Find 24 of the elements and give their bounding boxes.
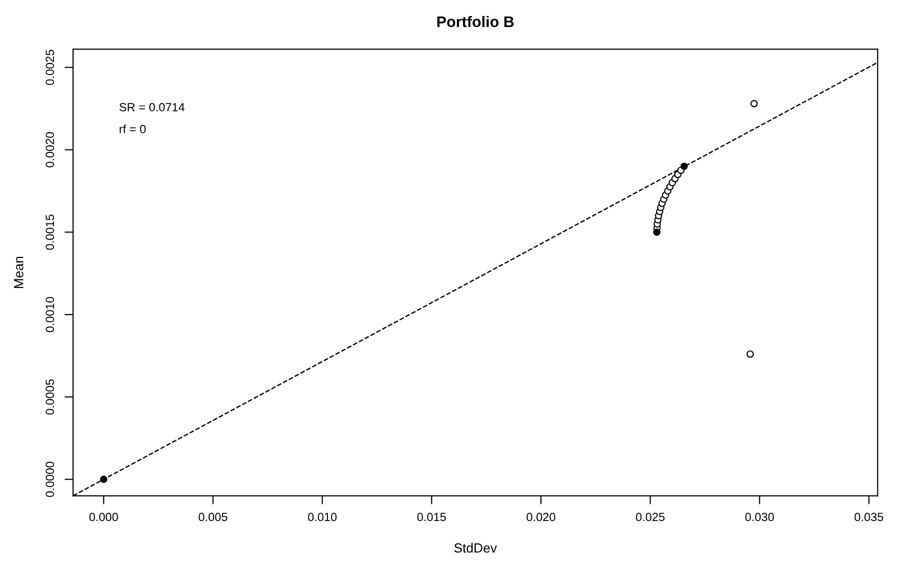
x-tick-label: 0.020 — [526, 512, 556, 522]
annotation: rf = 0 — [120, 124, 146, 134]
point — [100, 476, 108, 483]
x-axis-title: StdDev — [454, 542, 497, 553]
x-tick-label: 0.005 — [198, 512, 228, 522]
y-tick-label: 0.0025 — [46, 50, 54, 85]
y-axis-title: Mean — [14, 256, 24, 288]
point — [750, 100, 758, 108]
x-tick-label: 0.010 — [308, 512, 337, 522]
x-tick-label: 0.000 — [89, 512, 118, 522]
y-tick-label: 0.0010 — [46, 296, 54, 332]
x-tick-label: 0.015 — [417, 512, 446, 522]
x-tick-label: 0.025 — [636, 512, 665, 522]
x-tick-label: 0.030 — [745, 512, 774, 522]
point — [746, 350, 754, 358]
y-tick-label: 0.0000 — [46, 462, 54, 497]
point — [653, 228, 660, 236]
x-tick-label: 0.035 — [854, 512, 884, 522]
chart-title: Portfolio B — [437, 16, 514, 28]
y-tick-label: 0.0005 — [46, 379, 54, 415]
y-tick-label: 0.0015 — [46, 214, 54, 250]
y-tick-label: 0.0020 — [46, 132, 54, 168]
annotation: SR = 0.0714 — [119, 103, 185, 112]
point — [680, 162, 688, 170]
